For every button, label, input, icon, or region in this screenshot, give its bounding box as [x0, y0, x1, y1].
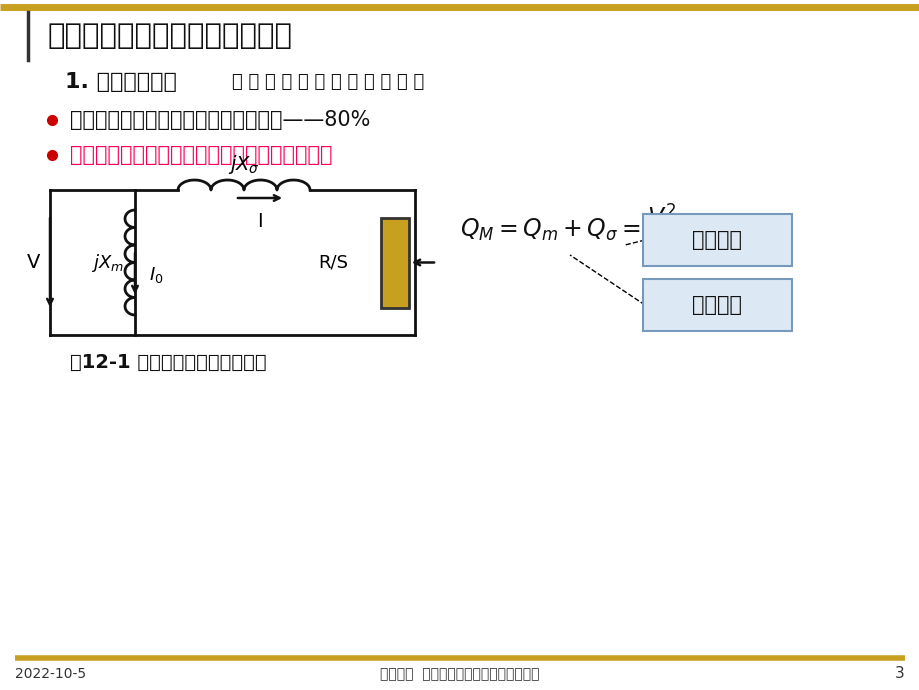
Text: $jX_{\sigma}$: $jX_{\sigma}$ — [228, 153, 260, 176]
Text: I: I — [257, 212, 263, 231]
Text: 图12-1 异步电动机简化等值电路: 图12-1 异步电动机简化等值电路 — [70, 353, 267, 371]
Text: 系统无功负荷的电压特性主要由异步电动机决定: 系统无功负荷的电压特性主要由异步电动机决定 — [70, 145, 332, 165]
Text: 1. 无功功率负荷: 1. 无功功率负荷 — [65, 72, 176, 92]
FancyBboxPatch shape — [642, 279, 791, 331]
Text: 3: 3 — [894, 667, 904, 682]
Text: $I_0$: $I_0$ — [149, 265, 164, 285]
Text: 异步电动机是电力系统主要的无功负荷——80%: 异步电动机是电力系统主要的无功负荷——80% — [70, 110, 370, 130]
Text: 励磁功率: 励磁功率 — [692, 295, 742, 315]
Text: 主 要 出 现 在 白 天 的 工 业 用 电: 主 要 出 现 在 白 天 的 工 业 用 电 — [232, 73, 424, 91]
Text: 漏抗无功: 漏抗无功 — [692, 230, 742, 250]
Text: 一、无功负荷与电力网无功损耗: 一、无功负荷与电力网无功损耗 — [48, 22, 292, 50]
Text: $jX_m$: $jX_m$ — [90, 251, 123, 273]
Text: V: V — [28, 253, 40, 272]
FancyBboxPatch shape — [642, 214, 791, 266]
Bar — [380, 217, 409, 308]
Text: 第十二章  电力系统的无功功率和电压调整: 第十二章 电力系统的无功功率和电压调整 — [380, 667, 539, 681]
Text: R/S: R/S — [318, 253, 347, 271]
Text: $Q_M = Q_m + Q_\sigma = \dfrac{V^2}{X_m} + I^2 X_\sigma$: $Q_M = Q_m + Q_\sigma = \dfrac{V^2}{X_m}… — [460, 201, 759, 258]
Text: 2022-10-5: 2022-10-5 — [15, 667, 86, 681]
